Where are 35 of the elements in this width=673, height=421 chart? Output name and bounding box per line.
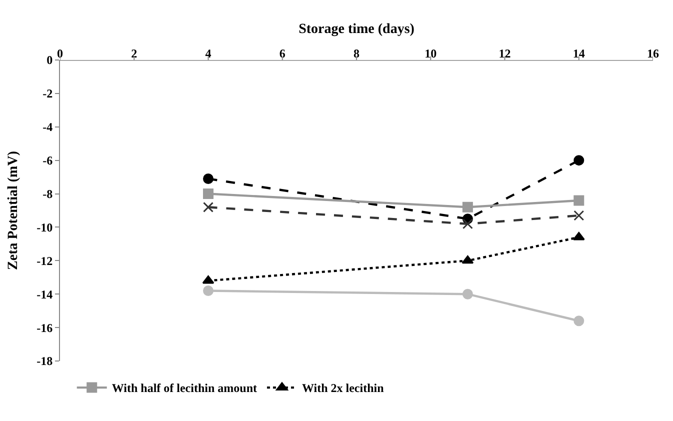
point <box>462 255 474 264</box>
x-tick-label: 10 <box>424 46 437 61</box>
point <box>574 195 584 206</box>
x-tick-label: 2 <box>131 46 138 61</box>
point <box>574 155 584 166</box>
y-tick-label: -12 <box>36 254 53 268</box>
y-tick-label: -14 <box>36 287 53 302</box>
x-tick-label: 16 <box>647 46 659 61</box>
x-tick-label: 14 <box>572 46 585 61</box>
x-axis-title: Storage time (days) <box>298 22 415 38</box>
x-tick-label: 4 <box>205 46 212 61</box>
x-tick-label: 8 <box>354 46 360 61</box>
y-tick-label: -18 <box>36 354 53 368</box>
point <box>462 218 473 230</box>
point <box>574 316 584 326</box>
y-tick-label: -16 <box>36 320 53 335</box>
y-tick-label: -8 <box>42 186 53 201</box>
legend-label: With 2x lecithin <box>302 381 384 396</box>
x-tick-label: 12 <box>498 46 511 61</box>
y-tick-label: -10 <box>36 220 53 234</box>
point <box>203 202 214 212</box>
y-tick-label: -4 <box>42 120 53 134</box>
legend-label: With half of lecithin amount <box>112 381 257 396</box>
point <box>462 202 473 212</box>
point <box>203 173 214 184</box>
point <box>203 286 214 296</box>
point <box>462 288 473 300</box>
x-tick-label: 0 <box>57 46 63 61</box>
point <box>202 275 214 284</box>
point <box>574 210 584 221</box>
y-tick-label: -6 <box>42 154 53 168</box>
x-tick-label: 6 <box>279 46 286 61</box>
y-axis-title: Zeta Potential (mV) <box>6 150 22 270</box>
point <box>203 188 214 200</box>
y-tick-label: -2 <box>42 86 53 101</box>
